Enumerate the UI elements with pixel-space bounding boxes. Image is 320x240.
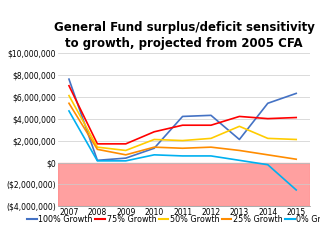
- Line: 100% Growth: 100% Growth: [69, 79, 296, 160]
- 25% Growth: [209, 146, 213, 149]
- Line: 25% Growth: 25% Growth: [69, 103, 296, 159]
- 75% Growth: [67, 84, 71, 87]
- 50% Growth: [124, 149, 128, 152]
- 100% Growth: [95, 159, 99, 162]
- Legend: 100% Growth, 75% Growth, 50% Growth, 25% Growth, 0% Growth: 100% Growth, 75% Growth, 50% Growth, 25%…: [24, 212, 320, 228]
- 25% Growth: [266, 153, 270, 156]
- 50% Growth: [181, 139, 185, 142]
- 100% Growth: [294, 92, 298, 95]
- 50% Growth: [95, 146, 99, 149]
- Line: 0% Growth: 0% Growth: [69, 111, 296, 190]
- 0% Growth: [152, 153, 156, 156]
- 75% Growth: [124, 142, 128, 145]
- 75% Growth: [209, 124, 213, 127]
- 100% Growth: [124, 157, 128, 160]
- Line: 75% Growth: 75% Growth: [69, 86, 296, 144]
- 0% Growth: [294, 188, 298, 191]
- 25% Growth: [95, 148, 99, 151]
- 100% Growth: [237, 138, 241, 141]
- 50% Growth: [237, 125, 241, 128]
- 0% Growth: [95, 159, 99, 162]
- 0% Growth: [266, 163, 270, 166]
- 100% Growth: [181, 115, 185, 118]
- 75% Growth: [95, 142, 99, 145]
- 50% Growth: [152, 138, 156, 141]
- Bar: [58, 162, 310, 206]
- 100% Growth: [67, 78, 71, 81]
- 25% Growth: [237, 149, 241, 152]
- 75% Growth: [294, 116, 298, 119]
- Title: General Fund surplus/deficit sensitivity
to growth, projected from 2005 CFA: General Fund surplus/deficit sensitivity…: [53, 21, 315, 50]
- 50% Growth: [209, 137, 213, 140]
- 75% Growth: [237, 115, 241, 118]
- 50% Growth: [266, 137, 270, 140]
- 0% Growth: [209, 155, 213, 157]
- 100% Growth: [209, 114, 213, 117]
- Line: 50% Growth: 50% Growth: [69, 96, 296, 150]
- 50% Growth: [67, 94, 71, 97]
- 25% Growth: [294, 158, 298, 161]
- 50% Growth: [294, 138, 298, 141]
- 25% Growth: [124, 153, 128, 156]
- 0% Growth: [124, 159, 128, 162]
- 0% Growth: [67, 109, 71, 112]
- 75% Growth: [181, 124, 185, 127]
- 25% Growth: [181, 147, 185, 150]
- 25% Growth: [67, 102, 71, 105]
- 100% Growth: [152, 147, 156, 150]
- 0% Growth: [237, 159, 241, 162]
- 0% Growth: [181, 155, 185, 157]
- 25% Growth: [152, 146, 156, 149]
- 75% Growth: [152, 130, 156, 133]
- 100% Growth: [266, 102, 270, 105]
- 75% Growth: [266, 117, 270, 120]
